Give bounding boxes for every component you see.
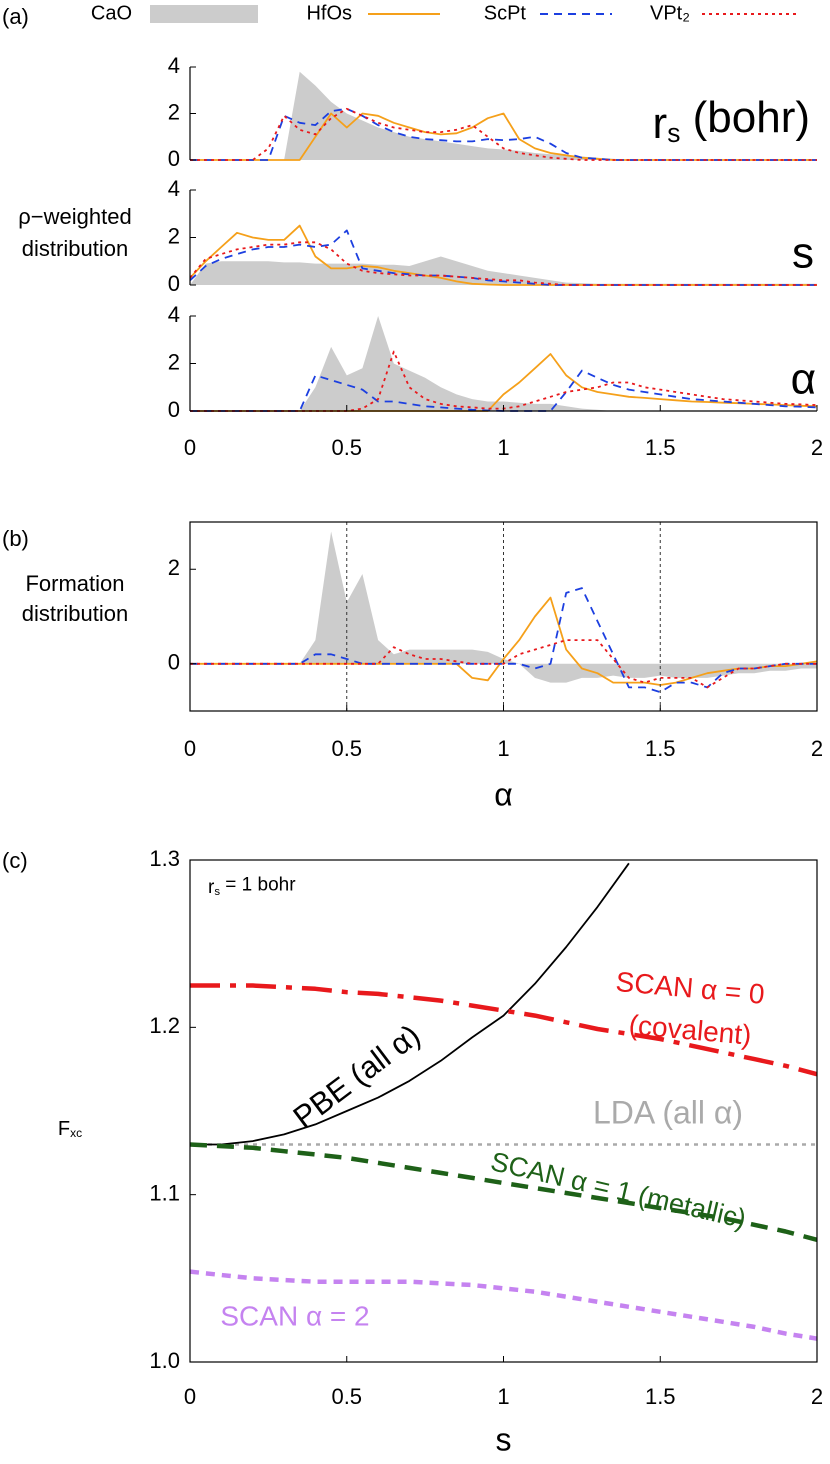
line (190, 639, 817, 689)
annotation-rest: (bohr) (680, 92, 810, 141)
plot-area (190, 316, 817, 412)
series-label: SCAN α = 0 (614, 966, 765, 1010)
line (190, 983, 817, 1077)
panel-label: (b) (2, 526, 29, 551)
y-tick-label: 0 (168, 271, 180, 296)
legend-label: CaO (91, 2, 132, 24)
legend-label: HfOs (306, 2, 352, 24)
x-tick-label: 1 (497, 435, 509, 460)
y-axis-label: distribution (22, 236, 128, 261)
panel-label: (c) (2, 848, 28, 873)
x-tick-label: 1.5 (645, 435, 676, 460)
x-tick-label: 1 (497, 736, 509, 761)
x-tick-label: 0 (184, 736, 196, 761)
x-tick-label: 0 (184, 435, 196, 460)
line (190, 862, 630, 1146)
y-tick-label: 0 (168, 650, 180, 675)
panel-label: (a) (2, 4, 29, 29)
y-tick-label: 1.1 (149, 1180, 180, 1205)
x-tick-label: 0.5 (331, 435, 362, 460)
annotation: rs (bohr) (653, 92, 810, 148)
x-tick-label: 0.5 (331, 736, 362, 761)
y-tick-label: 2 (168, 99, 180, 124)
series-label: (covalent) (628, 1009, 753, 1051)
y-tick-label: 2 (168, 349, 180, 374)
y-axis-label: ρ−weighted (18, 204, 131, 229)
annotation-sub: s (667, 118, 680, 148)
y-tick-label: 1.3 (149, 846, 180, 871)
x-tick-label: 0 (184, 1384, 196, 1409)
y-tick-label: 2 (168, 555, 180, 580)
y-axis-label: Fxc (58, 1118, 82, 1140)
x-tick-label: 2 (811, 736, 823, 761)
y-tick-label: 0 (168, 146, 180, 171)
x-tick-label: 1.5 (645, 1384, 676, 1409)
series-label: LDA (all α) (593, 1094, 743, 1130)
plot-area (190, 862, 817, 1341)
annotation: rs = 1 bohr (208, 874, 296, 898)
line (190, 1269, 817, 1341)
annotation-sub: s (214, 886, 220, 898)
y-axis-label-sub: xc (70, 1126, 82, 1140)
y-tick-label: 4 (168, 53, 180, 78)
y-tick-label: 4 (168, 176, 180, 201)
annotation-main: r (653, 99, 668, 148)
line (190, 587, 817, 693)
y-tick-label: 2 (168, 223, 180, 248)
annotation-main: r (208, 877, 215, 898)
x-tick-label: 2 (811, 1384, 823, 1409)
y-axis-label: Formation (25, 571, 124, 596)
line (190, 1142, 817, 1242)
annotation: α (791, 355, 816, 404)
x-axis-label: s (496, 1421, 512, 1457)
y-tick-label: 1.0 (149, 1348, 180, 1373)
x-tick-label: 2 (811, 435, 823, 460)
x-axis-label: α (494, 776, 513, 812)
plot-area (190, 71, 817, 161)
legend-label: VPt₂ (650, 2, 690, 24)
x-tick-label: 1 (497, 1384, 509, 1409)
y-axis-label-main: F (58, 1118, 70, 1140)
area (190, 316, 817, 411)
legend-label: ScPt (484, 2, 527, 24)
series-label: SCAN α = 2 (220, 1300, 369, 1331)
y-tick-label: 4 (168, 302, 180, 327)
series-label: PBE (all α) (287, 1017, 427, 1135)
line (190, 229, 817, 286)
plot-frame (189, 521, 818, 712)
area (190, 256, 817, 285)
x-tick-label: 0.5 (331, 1384, 362, 1409)
y-tick-label: 0 (168, 397, 180, 422)
series-label: SCAN α = 1 (metallic) (488, 1146, 749, 1234)
legend-swatch (150, 5, 258, 23)
plot-area (190, 224, 817, 286)
annotation-rest: = 1 bohr (220, 874, 296, 895)
annotation: s (792, 229, 814, 278)
area (190, 71, 817, 160)
x-tick-label: 1.5 (645, 736, 676, 761)
y-axis-label: distribution (22, 601, 128, 626)
y-tick-label: 1.2 (149, 1013, 180, 1038)
line (190, 107, 817, 161)
